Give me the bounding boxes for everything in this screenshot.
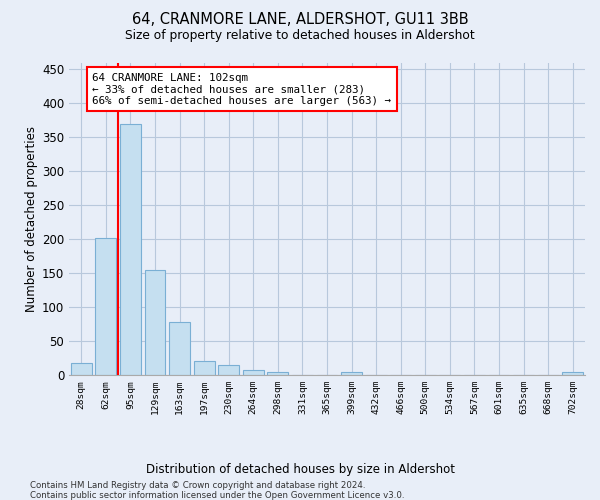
Text: Size of property relative to detached houses in Aldershot: Size of property relative to detached ho…	[125, 29, 475, 42]
Text: 64 CRANMORE LANE: 102sqm
← 33% of detached houses are smaller (283)
66% of semi-: 64 CRANMORE LANE: 102sqm ← 33% of detach…	[92, 72, 391, 106]
Bar	[120, 124, 141, 375]
Bar	[169, 322, 190, 375]
Bar	[243, 370, 264, 375]
Text: Distribution of detached houses by size in Aldershot: Distribution of detached houses by size …	[146, 462, 455, 475]
Bar	[194, 360, 215, 375]
Bar	[218, 365, 239, 375]
Bar	[145, 270, 166, 375]
Bar	[95, 238, 116, 375]
Y-axis label: Number of detached properties: Number of detached properties	[25, 126, 38, 312]
Text: Contains public sector information licensed under the Open Government Licence v3: Contains public sector information licen…	[30, 491, 404, 500]
Bar	[71, 363, 92, 375]
Text: Contains HM Land Registry data © Crown copyright and database right 2024.: Contains HM Land Registry data © Crown c…	[30, 481, 365, 490]
Text: 64, CRANMORE LANE, ALDERSHOT, GU11 3BB: 64, CRANMORE LANE, ALDERSHOT, GU11 3BB	[131, 12, 469, 28]
Bar	[341, 372, 362, 375]
Bar	[268, 372, 289, 375]
Bar	[562, 372, 583, 375]
